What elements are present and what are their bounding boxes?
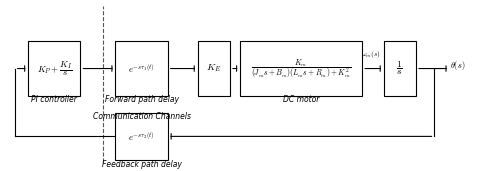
Text: $\dfrac{1}{s}$: $\dfrac{1}{s}$ — [396, 60, 404, 77]
Text: DC motor: DC motor — [283, 95, 320, 104]
FancyBboxPatch shape — [240, 41, 362, 96]
Text: $e^{-s\tau_2(t)}$: $e^{-s\tau_2(t)}$ — [128, 130, 155, 143]
Text: Feedback path delay: Feedback path delay — [102, 160, 182, 169]
FancyBboxPatch shape — [198, 41, 230, 96]
Text: $e^{-s\tau_1(t)}$: $e^{-s\tau_1(t)}$ — [128, 62, 155, 75]
Text: $\omega_m(s)$: $\omega_m(s)$ — [362, 49, 381, 60]
Text: PI controller: PI controller — [32, 95, 77, 104]
Text: Communication Channels: Communication Channels — [92, 112, 190, 121]
Text: $\theta(s)$: $\theta(s)$ — [450, 59, 466, 72]
Text: $K_P + \dfrac{K_I}{s}$: $K_P + \dfrac{K_I}{s}$ — [36, 59, 72, 78]
Text: $K_E$: $K_E$ — [206, 63, 222, 74]
Text: Forward path delay: Forward path delay — [104, 95, 178, 104]
FancyBboxPatch shape — [384, 41, 416, 96]
FancyBboxPatch shape — [28, 41, 80, 96]
FancyBboxPatch shape — [116, 113, 168, 160]
Text: $\dfrac{K_m}{(J_m s+B_m)(L_m s+R_m)+K_m^2}$: $\dfrac{K_m}{(J_m s+B_m)(L_m s+R_m)+K_m^… — [251, 57, 351, 80]
FancyBboxPatch shape — [116, 41, 168, 96]
